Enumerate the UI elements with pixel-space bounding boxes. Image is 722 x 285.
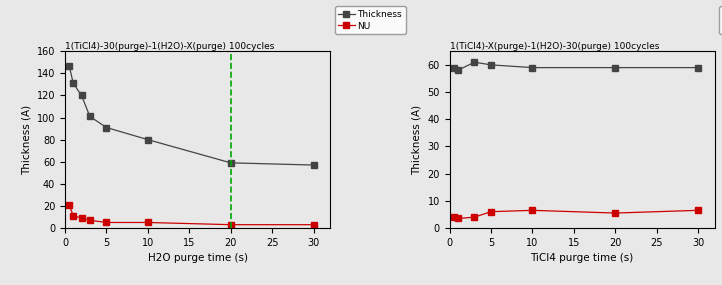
Legend: Thickness, NU: Thickness, NU bbox=[719, 6, 722, 34]
NU bbox=[65, 203, 74, 207]
Thickness bbox=[77, 94, 86, 97]
NU bbox=[309, 223, 318, 226]
Thickness bbox=[144, 138, 152, 141]
Thickness bbox=[528, 66, 536, 69]
X-axis label: TiCl4 purge time (s): TiCl4 purge time (s) bbox=[531, 253, 634, 263]
Thickness bbox=[102, 126, 110, 129]
NU bbox=[144, 221, 152, 224]
Line: NU: NU bbox=[66, 202, 316, 227]
Thickness bbox=[85, 115, 94, 118]
NU bbox=[528, 209, 536, 212]
Thickness bbox=[694, 66, 703, 69]
Y-axis label: Thickness (A): Thickness (A) bbox=[412, 105, 422, 175]
NU bbox=[470, 215, 479, 219]
NU bbox=[487, 210, 495, 213]
Thickness bbox=[449, 66, 458, 69]
NU bbox=[453, 217, 462, 220]
NU bbox=[694, 209, 703, 212]
Thickness bbox=[487, 63, 495, 67]
Line: Thickness: Thickness bbox=[66, 63, 316, 168]
Thickness bbox=[65, 64, 74, 67]
Thickness bbox=[69, 82, 77, 85]
NU bbox=[77, 216, 86, 220]
Line: NU: NU bbox=[451, 207, 701, 221]
NU bbox=[227, 223, 235, 226]
Y-axis label: Thickness (A): Thickness (A) bbox=[21, 105, 31, 175]
NU bbox=[449, 215, 458, 219]
Thickness bbox=[227, 161, 235, 164]
NU bbox=[611, 211, 619, 215]
Thickness bbox=[309, 163, 318, 167]
Thickness bbox=[611, 66, 619, 69]
NU bbox=[85, 219, 94, 222]
Thickness bbox=[470, 60, 479, 64]
Text: 1(TiCl4)-X(purge)-1(H2O)-30(purge) 100cycles: 1(TiCl4)-X(purge)-1(H2O)-30(purge) 100cy… bbox=[450, 42, 659, 50]
X-axis label: H2O purge time (s): H2O purge time (s) bbox=[147, 253, 248, 263]
Thickness bbox=[453, 69, 462, 72]
NU bbox=[69, 214, 77, 217]
NU bbox=[102, 221, 110, 224]
Text: 1(TiCl4)-30(purge)-1(H2O)-X(purge) 100cycles: 1(TiCl4)-30(purge)-1(H2O)-X(purge) 100cy… bbox=[65, 42, 274, 50]
Line: Thickness: Thickness bbox=[451, 59, 701, 73]
Legend: Thickness, NU: Thickness, NU bbox=[335, 6, 406, 34]
